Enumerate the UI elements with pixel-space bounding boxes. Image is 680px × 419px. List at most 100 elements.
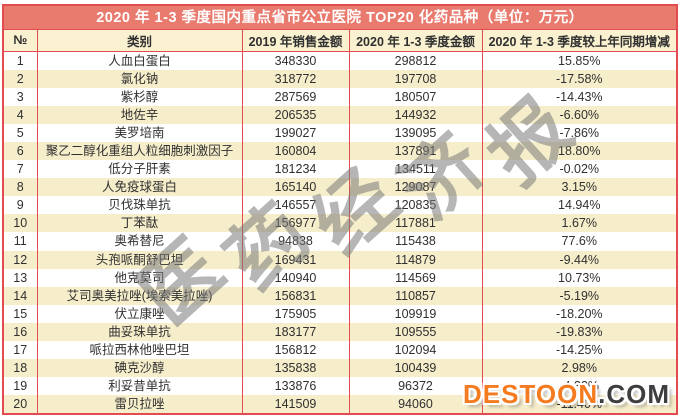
cell-yoy-change: 10.73% <box>481 268 676 287</box>
cell-rank: 9 <box>4 196 37 215</box>
cell-rank: 6 <box>4 141 37 161</box>
table-row: 16 曲妥珠单抗 183177 109555 -19.83% <box>4 322 676 341</box>
cell-drug-name: 氯化钠 <box>36 69 242 88</box>
table-row: 18 碘克沙醇 135838 100439 2.98% <box>4 359 676 378</box>
header-row: № 类别 2019 年销售金额 2020 年 1-3 季度金额 2020 年 1… <box>4 30 676 52</box>
cell-sales-2020q: 115438 <box>348 232 482 251</box>
cell-sales-2020q: 110857 <box>348 286 482 305</box>
table-body: 1 人血白蛋白 348330 298812 15.85% 2 氯化钠 318772 197708… <box>4 51 676 414</box>
cell-sales-2020q: 109555 <box>348 322 482 341</box>
col-header-category: 类别 <box>36 30 242 52</box>
cell-sales-2019: 169431 <box>241 250 349 269</box>
cell-drug-name: 雷贝拉唑 <box>36 395 242 414</box>
table-row: 19 利妥昔单抗 133876 96372 -4.33% <box>4 377 676 396</box>
col-header-sales-2020q: 2020 年 1-3 季度金额 <box>348 30 482 52</box>
cell-yoy-change: -14.25% <box>481 341 676 360</box>
cell-yoy-change: 2.98% <box>481 359 676 378</box>
cell-yoy-change: -18.20% <box>481 304 676 323</box>
table-row: 13 他克莫司 140940 114569 10.73% <box>4 268 676 287</box>
cell-sales-2019: 287569 <box>241 87 349 106</box>
cell-drug-name: 紫杉醇 <box>36 87 242 106</box>
cell-rank: 15 <box>4 304 37 323</box>
cell-sales-2020q: 109919 <box>348 304 482 323</box>
cell-yoy-change: -9.44% <box>481 250 676 269</box>
cell-sales-2020q: 129087 <box>348 178 482 197</box>
cell-yoy-change: -5.19% <box>481 286 676 305</box>
table-row: 5 美罗培南 199027 139095 -7.86% <box>4 123 676 142</box>
cell-rank: 1 <box>4 51 37 70</box>
cell-drug-name: 地佐辛 <box>36 105 242 124</box>
cell-rank: 17 <box>4 341 37 360</box>
cell-rank: 7 <box>4 160 37 179</box>
cell-sales-2020q: 134511 <box>348 160 482 179</box>
table-row: 6 聚乙二醇化重组人粒细胞刺激因子 160804 137891 18.80% <box>4 141 676 161</box>
col-header-sales-2019: 2019 年销售金额 <box>241 30 349 52</box>
data-table-panel: 2020 年 1-3 季度国内重点省市公立医院 TOP20 化药品种（单位：万元… <box>2 4 678 415</box>
cell-yoy-change: -0.02% <box>481 160 676 179</box>
cell-sales-2019: 146557 <box>241 196 349 215</box>
cell-drug-name: 哌拉西林他唑巴坦 <box>36 341 242 360</box>
cell-rank: 10 <box>4 214 37 233</box>
cell-sales-2020q: 100439 <box>348 359 482 378</box>
cell-drug-name: 美罗培南 <box>36 123 242 142</box>
cell-yoy-change: -14.43% <box>481 87 676 106</box>
cell-yoy-change: -7.86% <box>481 123 676 142</box>
cell-sales-2019: 175905 <box>241 304 349 323</box>
table-row: 3 紫杉醇 287569 180507 -14.43% <box>4 87 676 106</box>
cell-drug-name: 利妥昔单抗 <box>36 377 242 396</box>
cell-drug-name: 伏立康唑 <box>36 304 242 323</box>
cell-sales-2019: 133876 <box>241 377 349 396</box>
cell-yoy-change: 14.94% <box>481 196 676 215</box>
table-row: 1 人血白蛋白 348330 298812 15.85% <box>4 51 676 70</box>
cell-sales-2020q: 96372 <box>348 377 482 396</box>
cell-drug-name: 聚乙二醇化重组人粒细胞刺激因子 <box>36 141 242 161</box>
cell-rank: 11 <box>4 232 37 251</box>
table-row: 12 头孢哌酮舒巴坦 169431 114879 -9.44% <box>4 250 676 269</box>
cell-yoy-change: 3.15% <box>481 178 676 197</box>
cell-sales-2019: 156812 <box>241 341 349 360</box>
table-row: 7 低分子肝素 181234 134511 -0.02% <box>4 160 676 179</box>
cell-sales-2019: 141509 <box>241 395 349 414</box>
cell-sales-2019: 318772 <box>241 69 349 88</box>
cell-rank: 2 <box>4 69 37 88</box>
cell-sales-2019: 135838 <box>241 359 349 378</box>
table-title: 2020 年 1-3 季度国内重点省市公立医院 TOP20 化药品种（单位：万元… <box>4 6 676 30</box>
cell-yoy-change: -6.60% <box>481 105 676 124</box>
cell-yoy-change: 77.6% <box>481 232 676 251</box>
cell-drug-name: 人免疫球蛋白 <box>36 178 242 197</box>
cell-rank: 5 <box>4 123 37 142</box>
cell-drug-name: 他克莫司 <box>36 268 242 287</box>
col-header-yoy-change: 2020 年 1-3 季度较上年同期增减 <box>481 30 676 52</box>
table-row: 8 人免疫球蛋白 165140 129087 3.15% <box>4 178 676 197</box>
cell-rank: 16 <box>4 322 37 341</box>
cell-sales-2020q: 298812 <box>348 51 482 70</box>
cell-sales-2020q: 139095 <box>348 123 482 142</box>
cell-sales-2019: 140940 <box>241 268 349 287</box>
cell-rank: 18 <box>4 359 37 378</box>
cell-rank: 12 <box>4 250 37 269</box>
cell-sales-2020q: 144932 <box>348 105 482 124</box>
table-row: 10 丁苯酞 156977 117881 1.67% <box>4 214 676 233</box>
cell-rank: 8 <box>4 178 37 197</box>
cell-rank: 4 <box>4 105 37 124</box>
cell-drug-name: 低分子肝素 <box>36 160 242 179</box>
cell-drug-name: 贝伐珠单抗 <box>36 196 242 215</box>
cell-sales-2019: 156977 <box>241 214 349 233</box>
cell-sales-2020q: 117881 <box>348 214 482 233</box>
cell-yoy-change: -4.33% <box>481 377 676 396</box>
cell-yoy-change: -11.40% <box>481 395 676 414</box>
cell-sales-2020q: 180507 <box>348 87 482 106</box>
cell-drug-name: 曲妥珠单抗 <box>36 322 242 341</box>
cell-sales-2020q: 120835 <box>348 196 482 215</box>
cell-sales-2019: 165140 <box>241 178 349 197</box>
cell-sales-2020q: 94060 <box>348 395 482 414</box>
cell-drug-name: 奥希替尼 <box>36 232 242 251</box>
cell-sales-2019: 199027 <box>241 123 349 142</box>
cell-sales-2020q: 114569 <box>348 268 482 287</box>
drug-sales-table: № 类别 2019 年销售金额 2020 年 1-3 季度金额 2020 年 1… <box>4 30 676 414</box>
cell-drug-name: 人血白蛋白 <box>36 51 242 70</box>
cell-sales-2020q: 114879 <box>348 250 482 269</box>
cell-yoy-change: -19.83% <box>481 322 676 341</box>
table-row: 11 奥希替尼 94838 115438 77.6% <box>4 232 676 251</box>
cell-sales-2019: 348330 <box>241 51 349 70</box>
